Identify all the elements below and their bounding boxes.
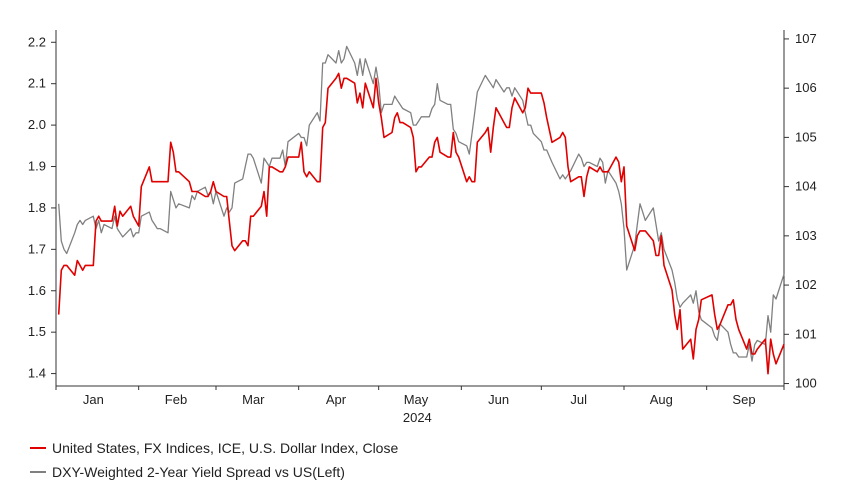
series-line-dollar-index [57, 72, 785, 375]
y-left-tick-label: 1.6 [28, 283, 46, 298]
y-left-tick-label: 1.9 [28, 159, 46, 174]
y-left-tick-label: 1.8 [28, 200, 46, 215]
x-tick-label: Mar [242, 392, 265, 407]
y-left-tick-label: 1.5 [28, 324, 46, 339]
legend-swatch-red [30, 447, 46, 449]
y-right-tick-label: 106 [795, 80, 817, 95]
series-line-yield-spread [58, 45, 785, 362]
y-right-tick-label: 101 [795, 326, 817, 341]
y-right-tick-label: 102 [795, 277, 817, 292]
y-left-tick-label: 2.2 [28, 34, 46, 49]
x-year-label: 2024 [403, 410, 432, 425]
x-tick-label: Jul [570, 392, 587, 407]
y-left-tick-label: 2.0 [28, 117, 46, 132]
x-tick-label: Jun [488, 392, 509, 407]
y-right-tick-label: 103 [795, 228, 817, 243]
y-right-tick-label: 100 [795, 376, 817, 391]
x-tick-label: May [404, 392, 429, 407]
y-left-tick-label: 2.1 [28, 76, 46, 91]
y-right-tick-label: 107 [795, 31, 817, 46]
dual-axis-line-chart: 1.4 1.5 1.6 1.7 1.8 1.9 2.0 2.1 2.2 100 101 102 103 1… [28, 30, 817, 425]
y-right-tick-label: 105 [795, 129, 817, 144]
x-tick-label: Aug [650, 392, 673, 407]
legend-entry-yield-spread: DXY-Weighted 2-Year Yield Spread vs US(L… [30, 460, 398, 484]
y-left-tick-label: 1.7 [28, 241, 46, 256]
x-tick-label: Jan [83, 392, 104, 407]
legend: United States, FX Indices, ICE, U.S. Dol… [30, 436, 398, 484]
y-left-tick-label: 1.4 [28, 366, 46, 381]
legend-swatch-gray [30, 471, 46, 473]
y-right-tick-label: 104 [795, 179, 817, 194]
x-tick-label: Feb [165, 392, 187, 407]
legend-entry-dollar-index: United States, FX Indices, ICE, U.S. Dol… [30, 436, 398, 460]
x-tick-label: Apr [326, 392, 347, 407]
legend-label-yield-spread: DXY-Weighted 2-Year Yield Spread vs US(L… [52, 464, 345, 480]
legend-label-dollar-index: United States, FX Indices, ICE, U.S. Dol… [52, 440, 399, 456]
x-tick-label: Sep [732, 392, 755, 407]
